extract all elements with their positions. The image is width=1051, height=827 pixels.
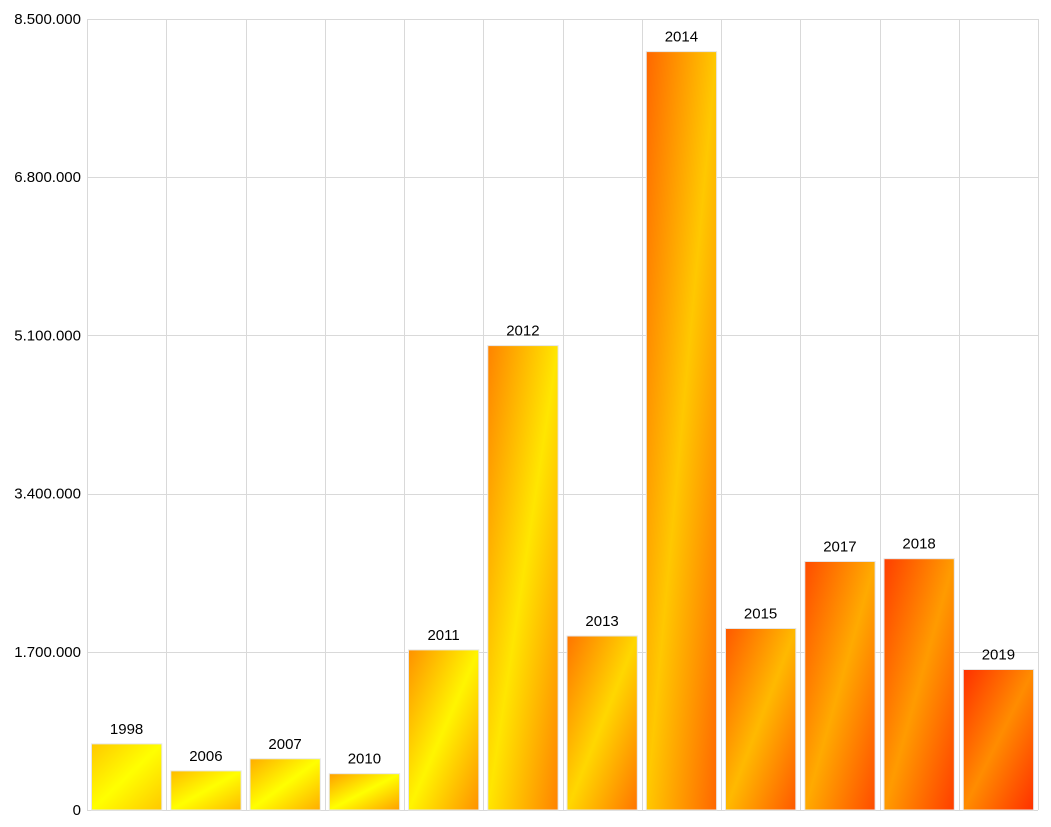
y-tick-label: 3.400.000 [14, 486, 81, 503]
bars [91, 51, 1035, 811]
bar-2014 [645, 51, 718, 811]
bar-2011 [408, 649, 480, 811]
data-label-2014: 2014 [665, 29, 698, 46]
data-label-2019: 2019 [982, 647, 1015, 664]
data-label-2007: 2007 [268, 736, 301, 753]
bar-2018 [883, 558, 955, 811]
bar-2006 [170, 770, 242, 811]
bar-2010 [328, 773, 401, 811]
data-label-2011: 2011 [427, 627, 459, 644]
bar-2012 [487, 345, 559, 811]
data-labels: 1998 2006 2007 2010 2011 2012 2013 2014 2015 2017… [110, 29, 1015, 768]
y-tick-label: 6.800.000 [14, 169, 81, 186]
y-axis-ticks: 0 1.700.000 3.400.000 5.100.000 6.800.000 8.5… [14, 11, 81, 819]
data-label-2018: 2018 [902, 536, 935, 553]
bar-2017 [804, 561, 876, 811]
data-label-1998: 1998 [110, 721, 143, 738]
bar-1998 [91, 743, 163, 811]
data-label-2010: 2010 [348, 751, 381, 768]
data-label-2015: 2015 [744, 606, 777, 623]
y-tick-label: 5.100.000 [14, 327, 81, 344]
bar-2013 [566, 635, 638, 811]
data-label-2006: 2006 [189, 748, 222, 765]
y-tick-label: 1.700.000 [14, 644, 81, 661]
data-label-2017: 2017 [823, 539, 856, 556]
data-label-2012: 2012 [506, 323, 539, 340]
bar-2019 [962, 669, 1035, 811]
grid-layer [87, 19, 1039, 811]
data-label-2013: 2013 [585, 613, 618, 630]
y-tick-label: 0 [73, 802, 81, 819]
bar-2007 [249, 758, 321, 811]
bar-2015 [725, 628, 797, 811]
y-tick-label: 8.500.000 [14, 11, 81, 28]
